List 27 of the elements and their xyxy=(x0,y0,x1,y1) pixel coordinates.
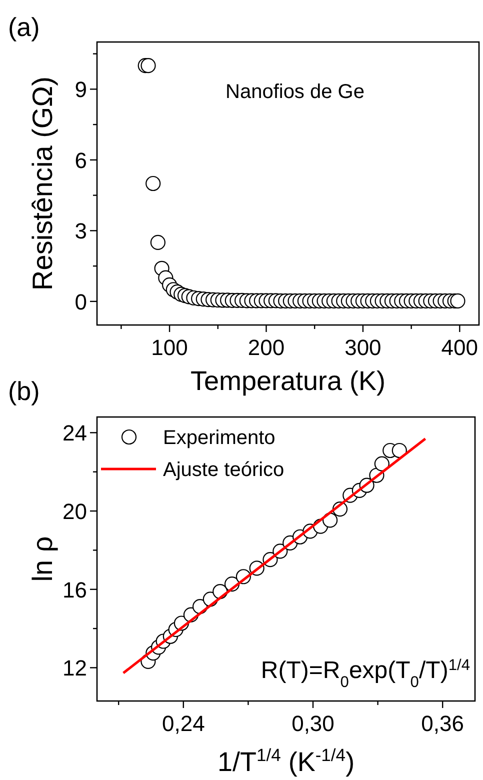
y-tick-label: 20 xyxy=(62,499,87,524)
annotation: Nanofios de Ge xyxy=(226,81,364,103)
x-tick-label: 300 xyxy=(344,335,382,360)
chart-title: (b) xyxy=(8,376,40,406)
y-axis-title: Resistência (GΩ) xyxy=(27,76,58,290)
x-axis-title: Temperatura (K) xyxy=(190,366,386,396)
y-tick-label: 9 xyxy=(74,77,87,102)
point xyxy=(374,456,390,472)
x-tick-label: 0,30 xyxy=(292,711,334,736)
y-tick-label: 24 xyxy=(62,420,87,446)
point xyxy=(392,442,407,458)
x-tick-label: 100 xyxy=(151,335,188,360)
x-tick-label: 0,24 xyxy=(162,711,205,736)
x-tick-label: 0,36 xyxy=(421,711,464,736)
annotation: R(T)=R$_{0}$exp(T$_{0}$/T)$^{1/4}$ xyxy=(260,656,470,690)
y-tick-label: 6 xyxy=(74,148,87,173)
x-tick-label: 400 xyxy=(441,335,478,360)
chart-title: (a) xyxy=(8,12,40,42)
x-axis-title: 1/T$^{1/4}$ (K$^{-1/4}$) xyxy=(217,745,355,777)
legend-label: Experimento xyxy=(163,427,276,449)
x-tick-label: 200 xyxy=(248,335,285,360)
y-tick-label: 16 xyxy=(62,577,87,602)
y-axis-title: ln ρ xyxy=(27,536,58,582)
y-tick-label: 0 xyxy=(74,289,87,314)
y-tick-label: 3 xyxy=(74,218,87,244)
legend-label: Ajuste teórico xyxy=(163,459,284,481)
y-tick-label: 12 xyxy=(62,656,87,681)
